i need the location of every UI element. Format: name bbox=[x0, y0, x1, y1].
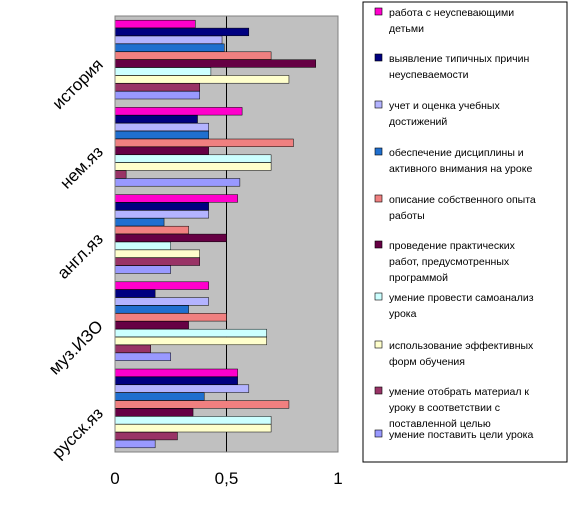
bar-4-6 bbox=[114, 416, 272, 425]
legend-label-4: описание собственного опыта работы bbox=[389, 194, 536, 222]
bar-0-3 bbox=[114, 43, 225, 52]
bar-3-8 bbox=[114, 344, 151, 353]
legend: работа с неуспевающими детьми выявление ти… bbox=[362, 1, 568, 463]
bar-0-0 bbox=[114, 19, 196, 29]
legend-label-0: работа с неуспевающими детьми bbox=[389, 7, 514, 35]
bar-4-0 bbox=[114, 368, 238, 377]
bar-1-9 bbox=[114, 178, 241, 187]
bar-4-3 bbox=[114, 392, 205, 401]
bar-3-9 bbox=[114, 352, 171, 361]
legend-swatch-1 bbox=[374, 53, 383, 62]
bar-3-3 bbox=[114, 305, 189, 314]
bar-0-9 bbox=[114, 91, 200, 100]
legend-swatch-2 bbox=[374, 100, 383, 109]
bar-4-8 bbox=[114, 431, 178, 441]
legend-label-9: умение поставить цели урока bbox=[389, 429, 533, 441]
bar-1-8 bbox=[114, 170, 127, 179]
bar-2-5 bbox=[114, 233, 227, 243]
legend-swatch-8 bbox=[374, 386, 383, 395]
legend-swatch-3 bbox=[374, 147, 383, 156]
bar-4-1 bbox=[114, 376, 238, 385]
bar-2-6 bbox=[114, 241, 171, 250]
legend-swatch-5 bbox=[374, 240, 383, 249]
bar-0-8 bbox=[114, 83, 200, 92]
bar-2-7 bbox=[114, 249, 200, 258]
bar-2-3 bbox=[114, 218, 165, 227]
category-labels: история нем.яз англ.яз муз.ИЗО русск.яз bbox=[45, 55, 107, 462]
legend-label-7: использование эффективных форм обучения bbox=[389, 340, 534, 368]
bar-2-2 bbox=[114, 210, 209, 219]
bar-4-4 bbox=[114, 400, 290, 409]
bar-3-7 bbox=[114, 336, 267, 346]
legend-swatch-4 bbox=[374, 194, 383, 203]
bar-3-2 bbox=[114, 297, 209, 306]
bar-3-6 bbox=[114, 328, 267, 338]
bar-2-0 bbox=[114, 194, 238, 203]
legend-swatch-7 bbox=[374, 340, 383, 349]
bar-2-8 bbox=[114, 257, 200, 266]
x-tick-label-0: 0 bbox=[110, 469, 119, 488]
bar-1-7 bbox=[114, 162, 272, 171]
legend-swatch-0 bbox=[374, 7, 383, 16]
bar-1-0 bbox=[114, 107, 243, 116]
bar-2-9 bbox=[114, 265, 171, 274]
bar-0-7 bbox=[114, 75, 290, 84]
legend-box bbox=[362, 1, 568, 463]
bar-4-7 bbox=[114, 424, 272, 433]
bar-1-4 bbox=[114, 138, 294, 147]
category-label-4: русск.яз bbox=[48, 404, 107, 463]
category-label-2: англ.яз bbox=[54, 229, 107, 282]
bar-3-4 bbox=[114, 313, 227, 322]
legend-label-6: умение провести самоанализ урока bbox=[389, 292, 534, 320]
bar-0-4 bbox=[114, 51, 272, 60]
bar-3-0 bbox=[114, 281, 209, 290]
legend-label-2: учет и оценка учебных достижений bbox=[389, 100, 500, 128]
bar-2-4 bbox=[114, 225, 189, 235]
x-tick-label-1: 0,5 bbox=[215, 469, 239, 488]
legend-swatch-9 bbox=[374, 429, 383, 438]
legend-swatch-6 bbox=[374, 292, 383, 301]
category-label-3: муз.ИЗО bbox=[45, 317, 107, 379]
bar-1-3 bbox=[114, 130, 209, 140]
bar-1-6 bbox=[114, 154, 272, 163]
bar-1-5 bbox=[114, 146, 209, 155]
bar-2-1 bbox=[114, 202, 209, 211]
x-tick-label-2: 1 bbox=[333, 469, 342, 488]
legend-label-3: обеспечение дисциплины и активного вниман… bbox=[389, 147, 532, 175]
bar-0-1 bbox=[114, 27, 250, 37]
bar-3-1 bbox=[114, 289, 156, 298]
legend-label-1: выявление типичных причин неуспеваемости bbox=[389, 53, 529, 81]
legend-label-5: проведение практических работ, предусмотр… bbox=[389, 240, 516, 284]
bar-3-5 bbox=[114, 321, 189, 330]
bar-1-2 bbox=[114, 122, 209, 132]
legend-label-8: умение отобрать материал к уроку в соотве… bbox=[389, 386, 529, 430]
plot-border bbox=[114, 15, 339, 453]
bar-0-5 bbox=[114, 59, 316, 68]
bar-0-6 bbox=[114, 67, 212, 76]
bar-4-5 bbox=[114, 408, 194, 417]
bar-1-1 bbox=[114, 115, 198, 124]
category-label-0: история bbox=[49, 55, 107, 113]
bar-4-9 bbox=[114, 439, 156, 449]
x-tick-labels: 0 0,5 1 bbox=[110, 469, 342, 488]
bar-0-2 bbox=[114, 35, 223, 44]
bar-4-2 bbox=[114, 384, 250, 393]
category-label-1: нем.яз bbox=[56, 142, 107, 193]
